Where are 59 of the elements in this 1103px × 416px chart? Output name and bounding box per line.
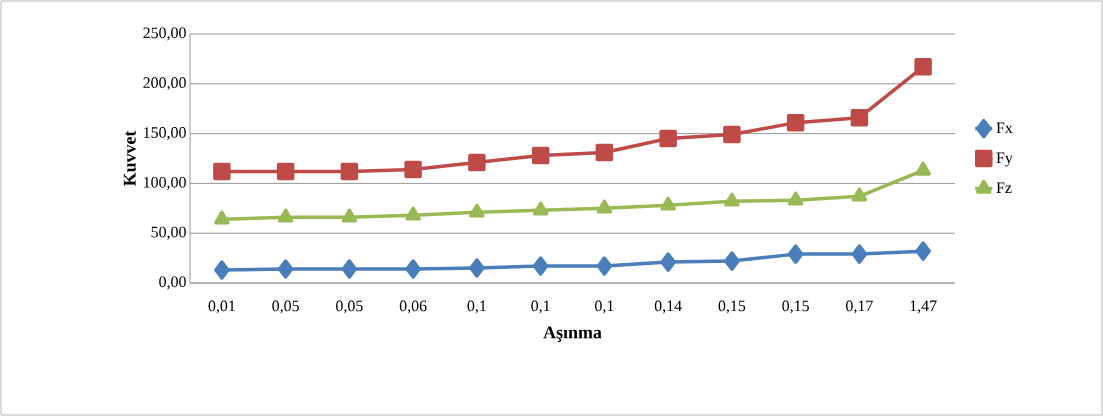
x-tick-label: 0,15 <box>718 300 746 314</box>
x-axis-title: Aşınma <box>543 326 602 342</box>
x-tick-label: 0,15 <box>782 300 809 314</box>
point <box>596 256 613 276</box>
point <box>851 244 868 264</box>
legend-label: Fy <box>996 152 1013 167</box>
y-tick-label: 100,00 <box>144 176 186 190</box>
legend-label: Fz <box>996 182 1012 193</box>
x-tick-label: 0,1 <box>467 300 486 314</box>
point <box>595 143 614 162</box>
point <box>724 192 740 207</box>
point <box>277 208 294 223</box>
point <box>341 208 358 223</box>
point <box>914 58 932 76</box>
y-axis-title: Kuvvet <box>123 130 136 187</box>
point <box>851 187 868 202</box>
point <box>531 146 550 165</box>
point <box>276 162 295 181</box>
point <box>850 108 869 127</box>
point <box>340 162 359 181</box>
x-tick-label: 0,06 <box>399 300 427 314</box>
y-tick-label: 200,00 <box>143 77 186 91</box>
point <box>341 259 358 279</box>
point <box>660 196 676 211</box>
point <box>787 244 804 264</box>
point <box>214 210 230 225</box>
point <box>277 259 294 279</box>
point <box>724 251 740 271</box>
point <box>469 258 485 278</box>
point <box>404 160 422 179</box>
y-tick-label: 150,00 <box>144 127 186 141</box>
point <box>405 206 421 221</box>
point <box>532 201 549 216</box>
point <box>786 113 805 132</box>
point <box>723 125 741 144</box>
x-tick-label: 0,1 <box>531 300 550 314</box>
point <box>469 203 485 218</box>
x-tick-label: 0,05 <box>336 300 363 314</box>
x-tick-label: 0,17 <box>846 300 873 314</box>
point <box>915 241 931 261</box>
x-tick-label: 0,01 <box>208 300 235 314</box>
point <box>532 256 549 276</box>
point <box>214 260 230 280</box>
y-tick-label: 250,00 <box>143 27 186 41</box>
point <box>596 199 613 214</box>
point <box>787 191 804 206</box>
x-tick-label: 0,05 <box>272 300 299 314</box>
y-tick-label: 50,00 <box>151 226 186 240</box>
point <box>659 129 677 148</box>
y-tick-label: 0,00 <box>159 276 186 290</box>
x-tick-label: 1,47 <box>910 300 937 314</box>
point <box>405 259 421 279</box>
legend-label: Fx <box>996 122 1013 134</box>
point <box>468 153 486 172</box>
x-tick-label: 0,14 <box>654 300 682 314</box>
point <box>915 161 931 176</box>
point <box>660 252 676 272</box>
point <box>213 162 231 181</box>
x-tick-label: 0,1 <box>595 300 614 314</box>
